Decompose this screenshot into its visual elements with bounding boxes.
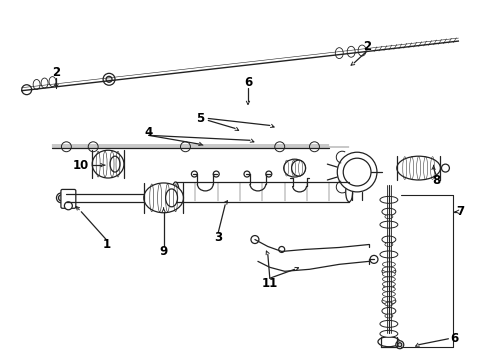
Ellipse shape bbox=[335, 48, 343, 59]
Circle shape bbox=[88, 142, 98, 152]
Circle shape bbox=[441, 164, 449, 172]
FancyBboxPatch shape bbox=[61, 189, 76, 208]
Ellipse shape bbox=[380, 196, 398, 203]
Ellipse shape bbox=[358, 45, 366, 56]
Circle shape bbox=[279, 247, 285, 252]
Ellipse shape bbox=[382, 236, 396, 243]
Ellipse shape bbox=[382, 287, 395, 292]
Ellipse shape bbox=[382, 277, 395, 282]
Ellipse shape bbox=[346, 182, 353, 202]
Text: 6: 6 bbox=[244, 76, 252, 89]
Circle shape bbox=[337, 152, 377, 192]
Ellipse shape bbox=[382, 282, 395, 287]
Ellipse shape bbox=[380, 330, 398, 337]
Ellipse shape bbox=[385, 302, 393, 306]
Ellipse shape bbox=[380, 221, 398, 228]
Text: 8: 8 bbox=[432, 174, 441, 186]
Ellipse shape bbox=[380, 251, 398, 258]
Ellipse shape bbox=[380, 320, 398, 327]
Ellipse shape bbox=[41, 78, 48, 88]
Ellipse shape bbox=[49, 77, 56, 86]
Ellipse shape bbox=[144, 183, 183, 213]
Ellipse shape bbox=[382, 297, 395, 302]
Ellipse shape bbox=[382, 208, 396, 215]
Circle shape bbox=[106, 76, 112, 82]
Ellipse shape bbox=[284, 159, 306, 177]
Circle shape bbox=[370, 255, 378, 264]
Text: 9: 9 bbox=[160, 245, 168, 258]
Ellipse shape bbox=[382, 262, 395, 267]
Ellipse shape bbox=[382, 272, 395, 277]
Ellipse shape bbox=[385, 243, 393, 247]
Ellipse shape bbox=[382, 268, 396, 275]
Text: 2: 2 bbox=[52, 66, 61, 79]
Circle shape bbox=[275, 142, 285, 152]
Ellipse shape bbox=[382, 267, 395, 272]
Text: 1: 1 bbox=[103, 238, 111, 251]
Circle shape bbox=[103, 73, 115, 85]
Ellipse shape bbox=[397, 156, 441, 180]
Text: 2: 2 bbox=[363, 40, 371, 53]
Circle shape bbox=[22, 85, 32, 95]
Ellipse shape bbox=[166, 189, 177, 207]
Ellipse shape bbox=[33, 80, 40, 89]
Ellipse shape bbox=[378, 337, 400, 347]
Ellipse shape bbox=[172, 182, 179, 202]
Ellipse shape bbox=[385, 314, 393, 318]
Circle shape bbox=[58, 195, 64, 201]
Text: 10: 10 bbox=[73, 159, 89, 172]
Text: 3: 3 bbox=[214, 231, 222, 244]
Ellipse shape bbox=[382, 298, 396, 305]
Circle shape bbox=[398, 343, 402, 347]
Ellipse shape bbox=[292, 160, 306, 176]
Ellipse shape bbox=[92, 150, 124, 178]
Circle shape bbox=[310, 142, 319, 152]
Text: 6: 6 bbox=[450, 332, 459, 345]
Circle shape bbox=[61, 142, 72, 152]
Circle shape bbox=[251, 235, 259, 243]
Ellipse shape bbox=[110, 156, 120, 172]
Ellipse shape bbox=[382, 292, 395, 297]
Text: 5: 5 bbox=[196, 112, 204, 125]
Ellipse shape bbox=[385, 215, 393, 219]
Circle shape bbox=[396, 341, 404, 349]
Circle shape bbox=[56, 193, 66, 203]
Ellipse shape bbox=[382, 307, 396, 314]
Circle shape bbox=[343, 158, 371, 186]
Circle shape bbox=[180, 142, 191, 152]
Text: 11: 11 bbox=[262, 277, 278, 290]
Ellipse shape bbox=[384, 284, 394, 291]
Text: 7: 7 bbox=[456, 205, 465, 218]
Circle shape bbox=[64, 202, 73, 210]
Ellipse shape bbox=[347, 46, 355, 57]
Text: 4: 4 bbox=[145, 126, 153, 139]
